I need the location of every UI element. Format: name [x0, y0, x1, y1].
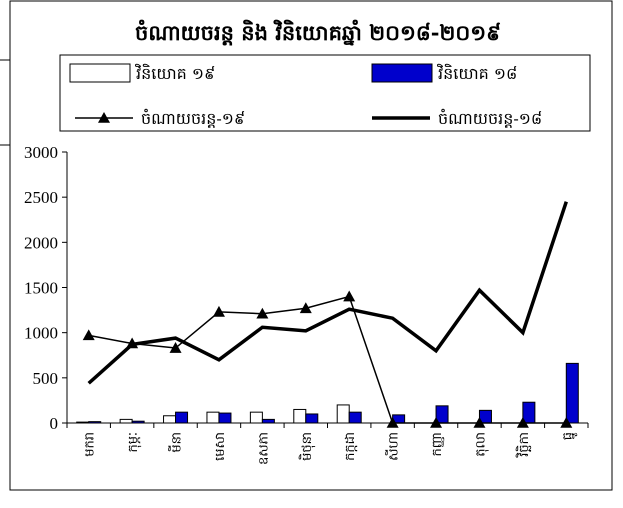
bar	[119, 418, 133, 424]
x-tick-label: មេសា	[213, 432, 228, 461]
bar	[522, 401, 536, 424]
marker	[473, 417, 486, 428]
bar	[261, 418, 275, 424]
x-tick-label: កញ្ញា	[430, 432, 445, 457]
x-tick-label: មីនា	[168, 432, 185, 453]
legend-marker	[98, 112, 110, 123]
bar	[218, 412, 232, 424]
bar	[206, 411, 220, 424]
line	[88, 295, 567, 424]
chart-title: ចំណាយចរន្ត និង វិនិយោគឆ្នាំ ២០១៨-២០១៩	[135, 19, 501, 46]
bar	[131, 420, 145, 424]
y-tick-label: 0	[50, 414, 59, 433]
marker	[430, 417, 443, 428]
bar	[305, 413, 319, 424]
x-tick-label: ធ្នូ	[560, 432, 577, 440]
y-tick-label: 2000	[24, 233, 58, 252]
legend-label: ចំណាយចរន្ត-១៩	[141, 108, 245, 128]
x-tick-label: វិច្ឆិកា	[515, 432, 532, 458]
x-tick-label: មករា	[83, 432, 98, 457]
marker	[343, 290, 356, 302]
marker	[82, 329, 95, 341]
legend-label: ចំណាយចរន្ត-១៨	[438, 108, 542, 128]
bar	[348, 411, 362, 424]
bar	[249, 411, 263, 424]
x-tick-label: មិថុនា	[298, 432, 316, 461]
bar	[175, 411, 189, 424]
y-tick-label: 2500	[24, 188, 58, 207]
bar	[293, 408, 307, 424]
line	[87, 201, 568, 385]
legend-label: វិនិយោគ ១៨	[436, 63, 517, 83]
y-tick-label: 1500	[24, 279, 58, 298]
legend-label: វិនិយោគ ១៩	[134, 63, 215, 83]
marker	[560, 417, 573, 428]
legend-swatch	[371, 63, 433, 83]
bar	[163, 415, 177, 424]
x-tick-label: កក្កដា	[343, 432, 358, 461]
marker	[386, 417, 399, 428]
x-tick-label: សីហា	[385, 432, 402, 461]
x-tick-label: កុម្ភៈ	[126, 432, 142, 452]
x-tick-label: ឧសភា	[256, 432, 271, 465]
marker	[516, 417, 529, 428]
y-tick-label: 1000	[24, 324, 58, 343]
y-tick-label: 3000	[24, 143, 58, 162]
bar	[88, 421, 102, 424]
legend-box	[59, 54, 591, 132]
x-tick-label: តុលា	[473, 432, 489, 457]
bar	[565, 362, 579, 424]
legend-swatch	[69, 63, 131, 83]
marker	[299, 302, 312, 314]
bar	[336, 404, 350, 424]
marker	[256, 307, 269, 319]
y-tick-label: 500	[33, 369, 59, 388]
marker	[212, 305, 225, 317]
bar	[76, 421, 90, 424]
marker	[169, 342, 182, 353]
